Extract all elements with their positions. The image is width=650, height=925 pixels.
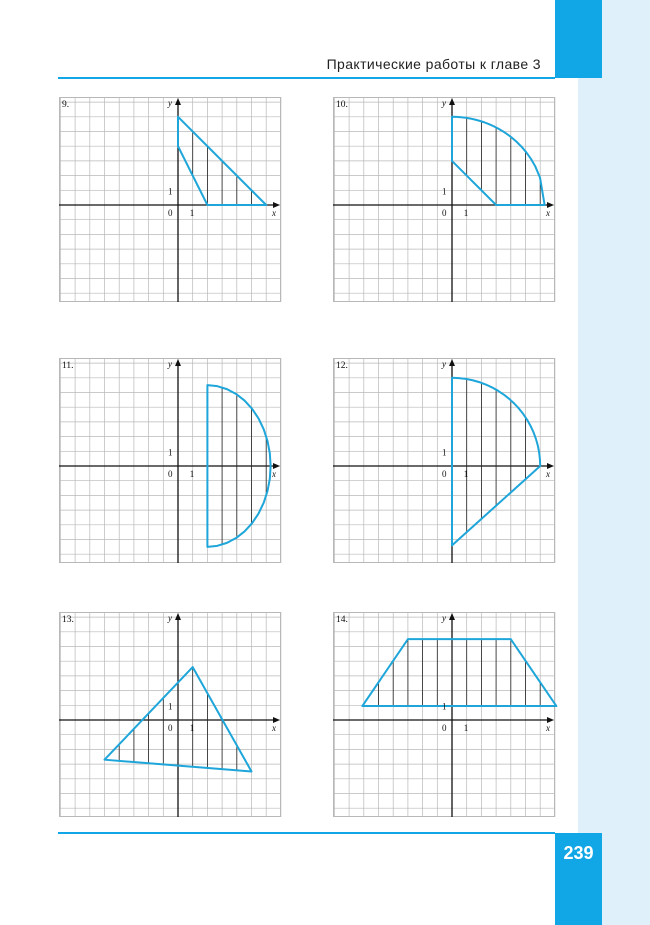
- exercise-14-graph: 14. x y 0 1 1: [333, 612, 558, 817]
- grid: [333, 358, 556, 563]
- x-axis-label: x: [271, 208, 276, 218]
- y-axis-label: y: [441, 613, 446, 623]
- figure-outline: [103, 666, 253, 773]
- exercise-10-graph: 10. x y 0 1 1: [333, 97, 556, 302]
- exercise-number: 14.: [336, 615, 348, 625]
- x-unit-label: 1: [190, 208, 195, 218]
- exercise-13-graph: 13. x y 0 1 1: [59, 612, 282, 817]
- coordinate-axes: [59, 98, 280, 302]
- y-unit-label: 1: [442, 447, 447, 457]
- side-margin-band: [578, 0, 650, 925]
- x-unit-label: 1: [464, 208, 469, 218]
- grid: [59, 612, 282, 817]
- origin-label: 0: [442, 469, 447, 479]
- origin-label: 0: [168, 723, 173, 733]
- hatched-region: [118, 667, 238, 771]
- y-unit-label: 1: [168, 447, 173, 457]
- origin-label: 0: [442, 208, 447, 218]
- y-unit-label: 1: [442, 186, 447, 196]
- y-axis-label: y: [167, 359, 172, 369]
- origin-label: 0: [168, 469, 173, 479]
- coordinate-axes: [333, 98, 554, 302]
- y-unit-label: 1: [168, 701, 173, 711]
- top-page-tab: [555, 0, 602, 78]
- exercise-number: 11.: [62, 361, 74, 371]
- grid: [333, 97, 556, 302]
- grid: [333, 612, 556, 817]
- page-number: 239: [563, 843, 594, 863]
- hatched-region: [363, 639, 556, 707]
- figure-outline: [451, 376, 542, 547]
- hatched-region: [177, 116, 252, 205]
- y-axis-label: y: [441, 98, 446, 108]
- x-axis-label: x: [545, 469, 550, 479]
- exercise-number: 12.: [336, 361, 348, 371]
- figure-outline: [361, 638, 558, 708]
- exercise-12-graph: 12. x y 0 1 1: [333, 358, 556, 563]
- y-axis-label: y: [167, 98, 172, 108]
- bottom-page-tab: [555, 833, 602, 925]
- exercise-number: 13.: [62, 615, 74, 625]
- grid: [59, 358, 282, 563]
- y-axis-label: y: [441, 359, 446, 369]
- y-axis-label: y: [167, 613, 172, 623]
- x-axis-label: x: [545, 208, 550, 218]
- figure-outline: [177, 115, 268, 206]
- running-header-title: Практические работы к главе 3: [326, 56, 541, 72]
- y-unit-label: 1: [442, 701, 447, 711]
- coordinate-axes: [333, 359, 554, 563]
- header-rule: [58, 77, 555, 79]
- exercise-number: 9.: [62, 100, 69, 110]
- y-unit-label: 1: [168, 186, 173, 196]
- origin-label: 0: [168, 208, 173, 218]
- coordinate-axes: [59, 613, 280, 817]
- x-unit-label: 1: [190, 469, 195, 479]
- exercise-number: 10.: [336, 100, 348, 110]
- x-unit-label: 1: [464, 469, 469, 479]
- exercise-11-graph: 11. x y 0 1 1: [59, 358, 282, 563]
- figure-outline: [451, 115, 546, 206]
- x-unit-label: 1: [190, 723, 195, 733]
- grid: [59, 97, 282, 302]
- exercise-9-graph: 9. x y 0 1 1: [59, 97, 282, 302]
- x-unit-label: 1: [464, 723, 469, 733]
- coordinate-axes: [333, 613, 554, 817]
- coordinate-axes: [59, 359, 280, 563]
- x-axis-label: x: [271, 723, 276, 733]
- figure-outline: [206, 384, 272, 548]
- x-axis-label: x: [271, 469, 276, 479]
- footer-rule: [58, 832, 555, 834]
- origin-label: 0: [442, 723, 447, 733]
- x-axis-label: x: [545, 723, 550, 733]
